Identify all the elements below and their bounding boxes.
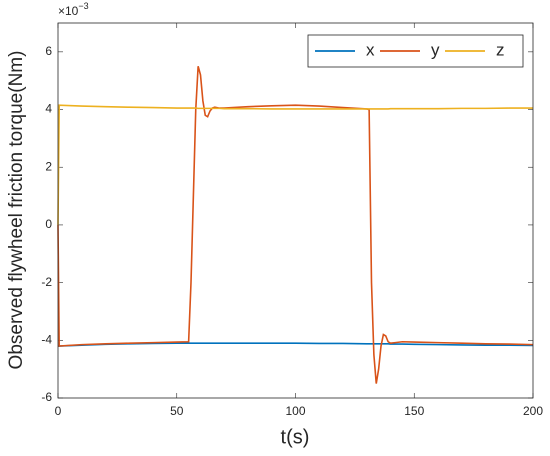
x-tick-label: 150 — [404, 404, 424, 418]
x-tick-label: 100 — [285, 404, 305, 418]
x-tick-label: 200 — [523, 404, 543, 418]
legend-label: x — [366, 40, 375, 59]
plot-frame — [57, 22, 534, 399]
y-tick-label: 4 — [45, 102, 52, 116]
legend-label: z — [496, 40, 505, 59]
y-axis-label: Observed flywheel friction torque(Nm) — [6, 51, 27, 370]
y-tick-label: 2 — [45, 159, 52, 173]
series-line — [58, 342, 534, 347]
y-multiplier-exponent: −3 — [78, 1, 88, 11]
y-tick-label: -2 — [41, 275, 52, 289]
x-axis-label: t(s) — [281, 426, 310, 448]
y-tick-label: 0 — [45, 217, 52, 231]
x-tick-label: 0 — [55, 404, 62, 418]
y-tick-label: -6 — [41, 390, 52, 404]
y-tick-label: 6 — [45, 44, 52, 58]
legend-label: y — [431, 40, 440, 59]
x-tick-label: 50 — [170, 404, 184, 418]
y-tick-label: -4 — [41, 332, 52, 346]
y-multiplier-base: ×10 — [58, 4, 79, 18]
series-line — [57, 66, 534, 384]
y-multiplier: ×10−3 — [58, 1, 89, 18]
series-line — [57, 104, 533, 225]
